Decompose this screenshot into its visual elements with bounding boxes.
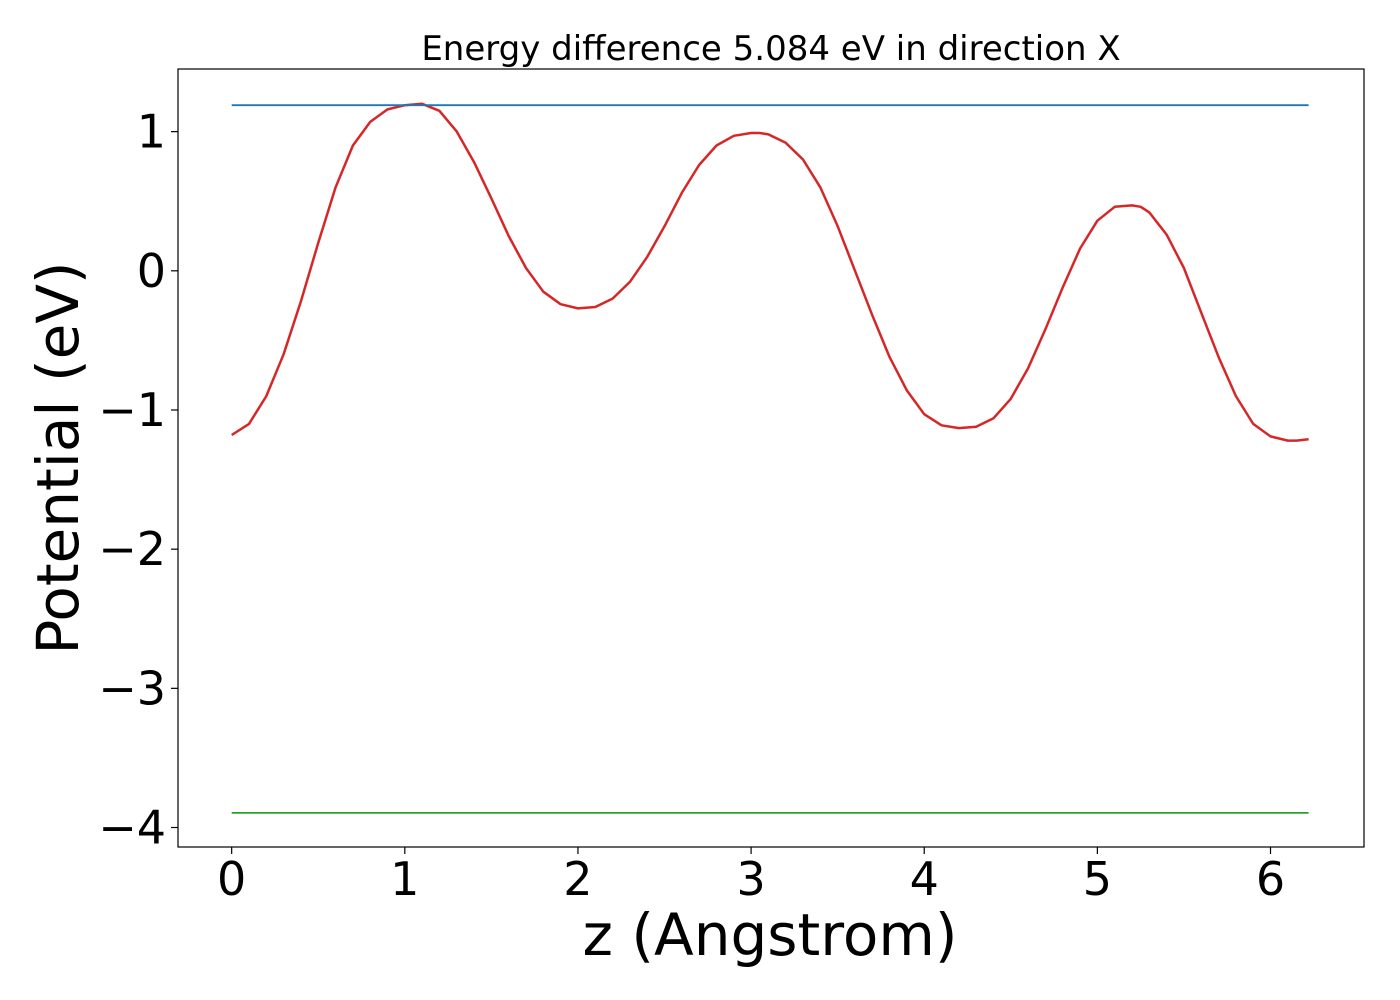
- x-tick-label: 3: [736, 852, 765, 906]
- y-axis-ticks: 1 0 −1 −2 −3 −4: [98, 105, 178, 855]
- y-tick-label: −2: [98, 522, 166, 576]
- y-axis-label: Potential (eV): [24, 261, 92, 654]
- x-tick-label: 4: [910, 852, 939, 906]
- x-axis-ticks: 0 1 2 3 4 5 6: [217, 847, 1285, 906]
- series-layer: [231, 102, 1309, 814]
- y-tick-label: 1: [137, 105, 166, 159]
- x-tick-label: 2: [563, 852, 592, 906]
- y-tick-label: −4: [98, 801, 166, 855]
- x-tick-label: 5: [1083, 852, 1112, 906]
- plot-area-frame: [177, 68, 1365, 848]
- x-tick-label: 0: [217, 852, 246, 906]
- chart-title: Energy difference 5.084 eV in direction …: [421, 29, 1120, 69]
- x-axis-label: z (Angstrom): [583, 901, 958, 969]
- series-line-0: [231, 102, 1309, 442]
- y-tick-label: 0: [137, 244, 166, 298]
- y-tick-label: −1: [98, 383, 166, 437]
- x-tick-label: 1: [390, 852, 419, 906]
- x-tick-label: 6: [1256, 852, 1285, 906]
- y-tick-label: −3: [98, 661, 166, 715]
